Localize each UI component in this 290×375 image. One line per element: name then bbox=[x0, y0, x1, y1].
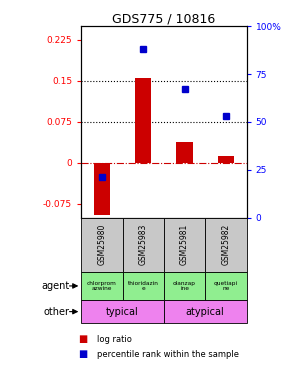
Text: ■: ■ bbox=[78, 334, 88, 344]
Text: thioridazin
e: thioridazin e bbox=[128, 281, 159, 291]
Bar bbox=[176, 142, 193, 163]
Text: agent: agent bbox=[41, 281, 70, 291]
Text: olanzap
ine: olanzap ine bbox=[173, 281, 196, 291]
Text: quetiapi
ne: quetiapi ne bbox=[214, 281, 238, 291]
Text: other: other bbox=[44, 307, 70, 316]
Bar bbox=[164, 272, 205, 300]
Bar bbox=[122, 272, 164, 300]
Bar bbox=[135, 78, 151, 163]
Bar bbox=[81, 217, 123, 272]
Text: GSM25983: GSM25983 bbox=[139, 224, 148, 266]
Bar bbox=[218, 156, 234, 163]
Bar bbox=[205, 272, 246, 300]
Title: GDS775 / 10816: GDS775 / 10816 bbox=[112, 12, 215, 25]
Bar bbox=[81, 300, 164, 323]
Bar bbox=[81, 272, 123, 300]
Text: GSM25980: GSM25980 bbox=[97, 224, 106, 266]
Text: typical: typical bbox=[106, 307, 139, 316]
Bar bbox=[164, 217, 205, 272]
Bar bbox=[94, 163, 110, 215]
Bar bbox=[164, 300, 246, 323]
Text: log ratio: log ratio bbox=[97, 335, 132, 344]
Text: atypical: atypical bbox=[186, 307, 224, 316]
Text: GSM25982: GSM25982 bbox=[221, 224, 230, 265]
Bar bbox=[122, 217, 164, 272]
Text: chlorprom
azwine: chlorprom azwine bbox=[87, 281, 117, 291]
Text: percentile rank within the sample: percentile rank within the sample bbox=[97, 350, 239, 359]
Bar bbox=[205, 217, 246, 272]
Text: GSM25981: GSM25981 bbox=[180, 224, 189, 265]
Text: ■: ■ bbox=[78, 350, 88, 359]
